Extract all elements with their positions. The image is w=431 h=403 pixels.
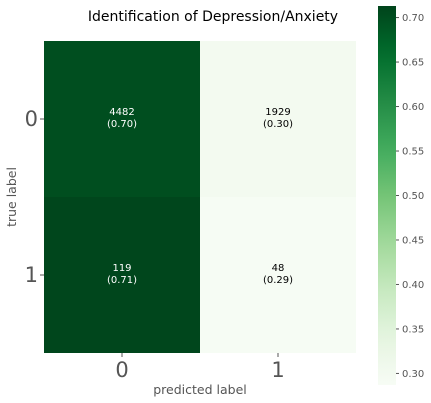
heatmap-cell	[44, 197, 200, 353]
cell-ratio-label: (0.30)	[263, 119, 293, 130]
colorbar-gradient	[378, 6, 396, 385]
cell-ratio-label: (0.29)	[263, 275, 293, 286]
cell-count-label: 48	[272, 263, 285, 274]
y-tick-label: 1	[25, 263, 38, 287]
x-axis-label: predicted label	[153, 382, 247, 397]
colorbar-tick-label: 0.40	[402, 280, 424, 291]
heatmap-cell	[200, 197, 356, 353]
colorbar-tick-label: 0.55	[402, 147, 424, 158]
cell-count-label: 1929	[265, 107, 290, 118]
x-tick-label: 1	[271, 358, 284, 382]
colorbar-tick-label: 0.60	[402, 102, 424, 113]
y-tick-labels: 01	[25, 107, 44, 287]
colorbar-tick-label: 0.45	[402, 235, 424, 246]
cell-ratio-label: (0.71)	[107, 275, 137, 286]
colorbar-tick-label: 0.70	[402, 13, 424, 24]
colorbar-tick-label: 0.30	[402, 369, 424, 380]
colorbar-tick-label: 0.65	[402, 58, 424, 69]
y-axis-label: true label	[4, 167, 19, 227]
colorbar-tick-label: 0.50	[402, 191, 424, 202]
colorbar: 0.30 0.35 0.40 0.45 0.50 0.55 0.60 0.65 0.70	[378, 6, 424, 385]
cell-count-label: 4482	[109, 107, 134, 118]
cell-count-label: 119	[112, 263, 131, 274]
colorbar-tick-label: 0.35	[402, 324, 424, 335]
heatmap-cell	[44, 41, 200, 197]
x-tick-label: 0	[115, 358, 128, 382]
heatmap-cells: 4482(0.70) 1929(0.30) 119(0.71) 48(0.29)	[44, 41, 356, 353]
y-tick-label: 0	[25, 107, 38, 131]
cell-ratio-label: (0.70)	[107, 119, 137, 130]
chart-title: Identification of Depression/Anxiety	[88, 9, 338, 25]
heatmap-cell	[200, 41, 356, 197]
